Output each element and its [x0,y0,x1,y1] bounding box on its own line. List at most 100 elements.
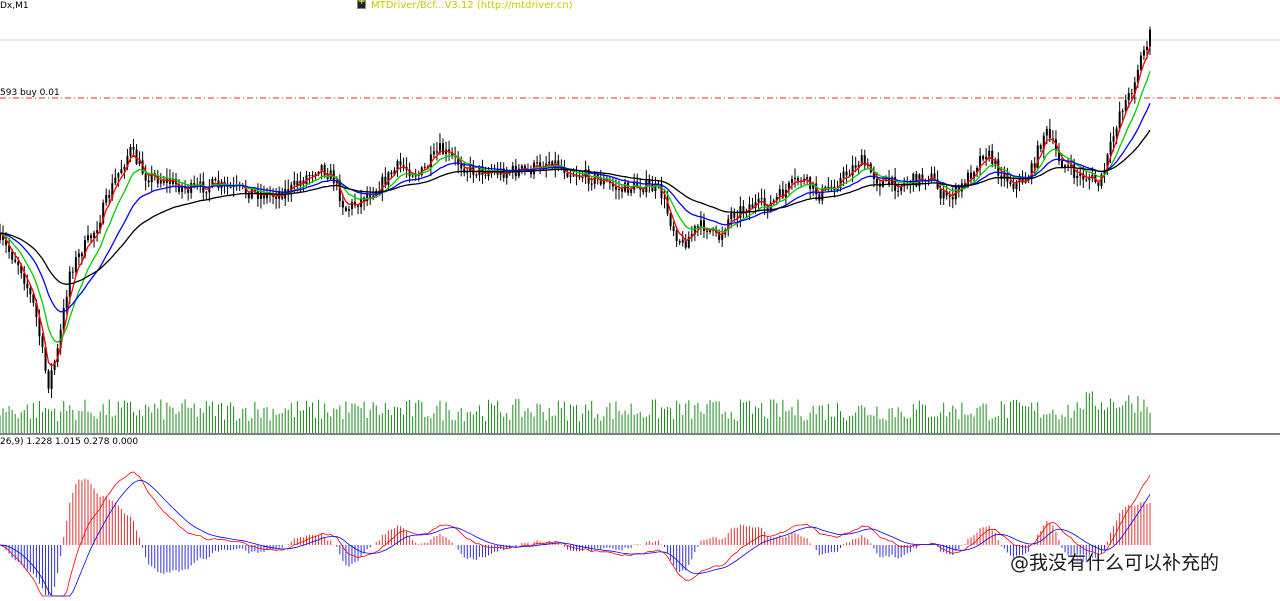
candle-body [123,167,125,169]
candle-body [475,175,477,176]
candle-body [412,176,414,177]
candle-body [591,184,593,185]
candle-body [943,191,945,198]
candle-body [41,336,43,347]
candle-body [129,147,131,156]
candle-body [536,162,538,163]
expert-advisor-icon[interactable] [357,0,366,9]
candle-body [75,257,77,271]
candle-body [390,172,392,174]
candle-body [1073,164,1075,178]
candle-body [1085,180,1087,181]
candle-body [105,195,107,203]
candle-body [1110,142,1112,155]
candle-body [1040,145,1042,149]
candle-body [1125,100,1127,111]
candle-body [51,370,53,389]
candle-body [1046,129,1048,136]
candle-body [748,204,750,212]
candle-body [882,181,884,187]
candle-body [797,178,799,180]
candle-body [566,173,568,177]
candle-body [114,178,116,184]
watermark-text: @我没有什么可以补充的 [1010,548,1219,575]
candle-body [78,253,80,257]
candle-body [1113,136,1115,141]
candle-body [120,169,122,173]
candle-body [148,181,150,183]
candle-body [721,234,723,239]
candle-body [952,197,954,199]
candle-body [676,231,678,241]
candle-body [846,172,848,176]
candle-body [230,187,232,188]
candle-body [991,151,993,164]
candles [0,27,1151,398]
candle-body [11,252,13,260]
candle-body [1140,56,1142,70]
candle-body [1116,128,1118,136]
candle-body [758,198,760,202]
candle-body [433,151,435,154]
candle-body [160,181,162,184]
candle-body [521,166,523,169]
candle-body [703,220,705,231]
candle-body [682,240,684,243]
candle-body [794,178,796,179]
candle-body [348,209,350,211]
candle-body [730,213,732,219]
order-line-label[interactable]: 593 buy 0.01 [0,88,60,98]
candle-body [293,181,295,185]
candle-body [1049,129,1051,139]
candle-body [81,253,83,256]
candle-body [664,198,666,199]
candle-body [484,175,486,176]
candle-body [670,214,672,227]
candle-body [569,175,571,176]
candle-body [579,177,581,178]
ma-fast-line [0,46,1150,366]
candle-body [1088,178,1090,180]
candle-body [342,201,344,208]
candle-body [133,147,135,150]
candle-body [697,226,699,228]
candle-body [1128,93,1130,100]
candle-body [108,195,110,198]
candle-body [1131,93,1133,94]
macd-indicator-label: 26,9) 1.228 1.015 0.278 0.000 [0,437,138,447]
candle-body [436,151,438,152]
candle-body [460,165,462,169]
candle-body [818,194,820,200]
candle-body [876,179,878,184]
macd-histogram [0,479,1150,595]
candle-body [742,206,744,211]
candle-body [1146,47,1148,50]
candle-body [117,173,119,177]
candle-body [400,161,402,165]
candle-body [855,165,857,167]
candle-body [308,175,310,176]
candle-body [706,231,708,232]
candle-body [630,190,632,193]
candle-body [1067,165,1069,166]
candle-body [14,260,16,262]
candle-body [29,288,31,294]
candle-body [679,241,681,243]
candle-body [1009,182,1011,184]
candle-body [1143,50,1145,56]
grid-lines [0,40,1280,434]
candle-body [982,156,984,159]
volume-bars [0,391,1150,433]
candle-body [970,173,972,179]
candle-body [988,151,990,157]
candle-body [424,167,426,168]
candle-body [369,195,371,198]
ma-long-line [0,130,1150,284]
symbol-timeframe-label: Dx,M1 [0,1,29,11]
candle-body [673,226,675,231]
expert-advisor-label[interactable]: MTDriver/Bcf...V3.12 (http://mtdriver.cn… [371,0,572,11]
moving-averages [0,46,1150,366]
candle-body [940,189,942,199]
